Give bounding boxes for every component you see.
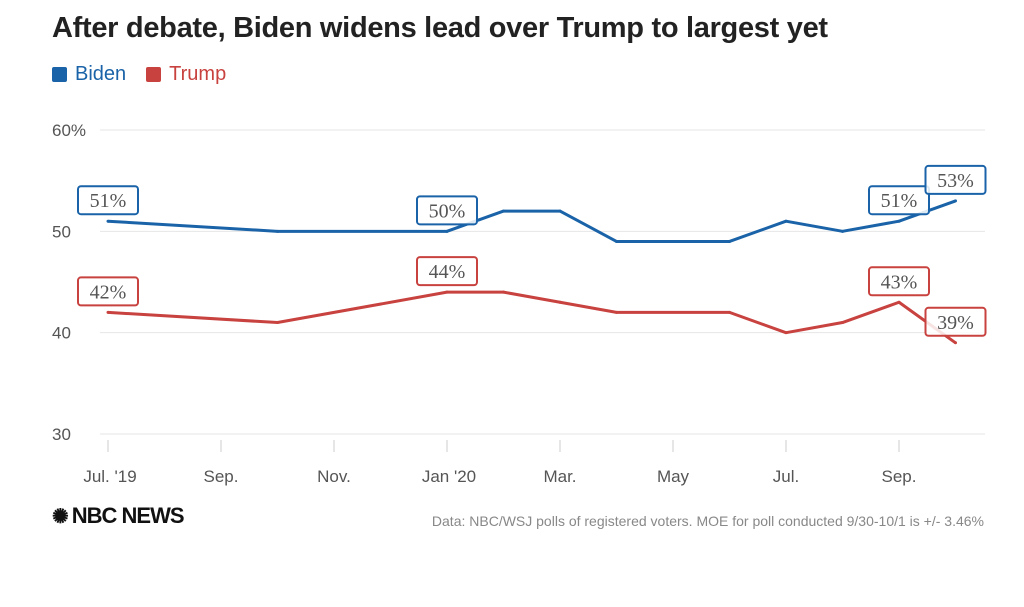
legend-swatch-biden	[52, 67, 67, 82]
data-point	[841, 321, 844, 325]
x-tick-label: Mar.	[543, 467, 576, 486]
x-tick-label: Sep.	[204, 467, 239, 486]
data-point	[728, 239, 731, 243]
data-point	[954, 341, 957, 345]
x-tick-label: Sep.	[882, 467, 917, 486]
data-point	[558, 300, 562, 304]
x-tick-label: Jul.	[773, 467, 799, 486]
chart-title: After debate, Biden widens lead over Tru…	[52, 12, 828, 44]
logo-text: NBC NEWS	[71, 503, 185, 528]
y-tick-label: 60%	[52, 121, 86, 140]
data-point	[615, 310, 618, 314]
data-point	[445, 290, 449, 294]
legend-label-trump: Trump	[169, 63, 227, 85]
legend: Biden Trump	[52, 63, 226, 86]
data-point	[615, 239, 618, 243]
data-point	[106, 310, 110, 314]
data-label-box	[924, 164, 987, 195]
data-label: 44%	[429, 261, 466, 283]
y-tick-label: 50	[52, 222, 71, 241]
legend-item-trump: Trump	[146, 63, 226, 86]
data-point	[784, 219, 788, 223]
data-label-box	[77, 185, 139, 216]
data-point	[558, 209, 562, 213]
x-tick-label: May	[657, 467, 690, 486]
legend-item-biden: Biden	[52, 63, 126, 86]
data-label-box	[77, 276, 139, 307]
data-label: 39%	[937, 312, 974, 334]
data-label: 51%	[881, 190, 918, 212]
y-tick-label: 40	[52, 324, 71, 343]
data-point	[276, 321, 279, 325]
data-point	[276, 229, 279, 233]
series-line-biden	[107, 199, 957, 243]
data-point	[728, 310, 731, 314]
x-tick-label: Nov.	[317, 467, 351, 486]
y-tick-label: 30	[52, 425, 71, 444]
x-tick-label: Jan '20	[422, 467, 476, 486]
legend-swatch-trump	[146, 67, 162, 82]
data-point	[954, 199, 957, 203]
data-point	[841, 229, 844, 233]
data-point	[502, 209, 505, 213]
x-tick-label: Jul. '19	[83, 467, 136, 486]
data-point	[897, 219, 901, 223]
data-point	[897, 300, 901, 304]
data-label: 51%	[90, 190, 127, 212]
data-label: 42%	[90, 281, 127, 303]
data-point	[784, 331, 788, 335]
data-label-box	[868, 185, 930, 216]
data-point	[445, 229, 449, 233]
data-label-box	[416, 256, 478, 287]
data-label-box	[868, 266, 930, 297]
data-label-box	[416, 195, 478, 226]
data-label-box	[924, 306, 987, 337]
legend-label-biden: Biden	[75, 63, 127, 85]
data-point	[502, 290, 505, 294]
source-note: Data: NBC/WSJ polls of registered voters…	[431, 513, 984, 529]
data-label: 50%	[429, 200, 466, 222]
peacock-icon: ✺	[52, 505, 69, 528]
data-label: 43%	[881, 271, 918, 293]
nbc-news-logo: ✺ NBC NEWS	[52, 503, 185, 529]
data-point	[106, 219, 110, 223]
series-line-trump	[107, 290, 957, 345]
data-label: 53%	[937, 170, 974, 192]
